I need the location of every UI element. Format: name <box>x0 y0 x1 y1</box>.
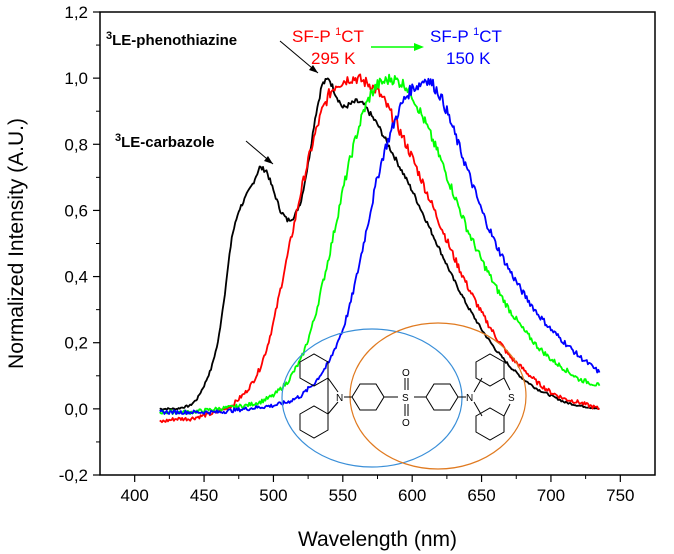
x-tick-label: 650 <box>467 486 495 505</box>
molecule-atom-o-bottom: O <box>402 418 410 429</box>
x-tick-label: 450 <box>190 486 218 505</box>
annotation-le-carbazole: 3LE-carbazole <box>115 132 215 151</box>
x-tick-label: 550 <box>329 486 357 505</box>
molecule-atom-n-right: N <box>466 393 473 404</box>
y-tick-label: 1,2 <box>64 3 88 22</box>
carbazole-ellipse <box>281 328 463 468</box>
y-tick-label: 1,0 <box>64 69 88 88</box>
molecule-bonds <box>299 353 511 441</box>
phenothiazine-ellipse <box>349 322 527 470</box>
x-axis-title: Wavelength (nm) <box>298 528 457 551</box>
legend-150k-label: 150 K <box>446 49 491 68</box>
annotations: 3LE-phenothiazine 3LE-carbazole SF-P 1CT… <box>106 26 502 165</box>
legend-sfp-ct-150k: SF-P 1CT <box>430 26 502 46</box>
y-tick-label: 0,8 <box>64 135 88 154</box>
molecule-structure: N S O O N S <box>281 322 527 470</box>
molecule-atom-n-left: N <box>336 393 343 404</box>
series-line <box>159 73 601 416</box>
y-tick-label: 0,6 <box>64 201 88 220</box>
x-tick-label: 600 <box>398 486 426 505</box>
y-tick-label: 0,4 <box>64 268 88 287</box>
plot-area: 400 450 500 550 600 650 700 750 -0,2 0,0 0,2 0,4 0,6… <box>59 3 656 505</box>
x-tick-label: 400 <box>121 486 149 505</box>
y-tick-label: 0,2 <box>64 334 88 353</box>
x-tick-label: 500 <box>259 486 287 505</box>
molecule-atom-s-right: S <box>508 393 515 404</box>
x-tick-label: 700 <box>537 486 565 505</box>
y-axis-title: Normalized Intensity (A.U.) <box>5 118 28 369</box>
series-line <box>159 77 600 411</box>
molecule-atom-s-center: S <box>402 393 409 404</box>
annotation-le-phenothiazine: 3LE-phenothiazine <box>106 30 237 49</box>
series-line <box>159 77 601 416</box>
x-tick-label: 750 <box>606 486 634 505</box>
y-tick-label: 0,0 <box>64 400 88 419</box>
molecule-atom-o-top: O <box>402 368 410 379</box>
y-tick-label: -0,2 <box>59 466 88 485</box>
legend-295k-label: 295 K <box>311 49 356 68</box>
legend-sfp-ct-295k: SF-P 1CT <box>292 26 364 46</box>
